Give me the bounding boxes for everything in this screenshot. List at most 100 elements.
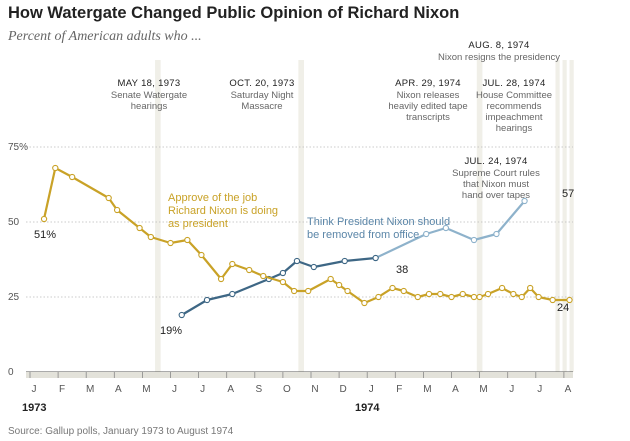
data-point (510, 290, 517, 298)
x-tick-label: A (227, 384, 234, 395)
x-tick-label: J (369, 384, 374, 395)
annotation-text: Nixon releases (397, 90, 460, 101)
data-point (167, 239, 174, 247)
annotation-text: Saturday Night (231, 90, 294, 101)
data-point (184, 236, 191, 244)
data-point (217, 275, 225, 283)
annotation-text: Senate Watergate (111, 90, 187, 101)
data-point (498, 284, 506, 292)
event-band-5 (569, 60, 574, 372)
event-band-3 (555, 60, 560, 372)
remove-line-1974 (375, 200, 526, 259)
data-point (470, 293, 478, 301)
series (40, 164, 573, 319)
annotation-text: that Nixon must (463, 179, 529, 190)
data-point (105, 194, 112, 202)
annotation-date: MAY 18, 1973 (118, 78, 181, 89)
annotation-text: Massacre (241, 101, 282, 112)
data-point (310, 263, 317, 271)
data-point (521, 197, 528, 205)
data-point (279, 278, 287, 286)
annotation-date: JUL. 28, 1974 (482, 78, 545, 89)
event-band-4 (562, 60, 567, 372)
x-tick-label: A (452, 384, 459, 395)
data-point (178, 311, 185, 319)
x-tick-label: J (200, 384, 205, 395)
chart-subtitle: Percent of American adults who ... (7, 29, 202, 44)
annotation-text: hearings (496, 123, 533, 134)
data-point (305, 287, 312, 295)
data-point (229, 260, 236, 268)
x-tick-label: J (32, 384, 37, 395)
y-tick-label: 0 (8, 367, 14, 378)
remove-series-label: be removed from office (307, 229, 419, 241)
x-tick-label: S (255, 384, 262, 395)
annotation-text: Supreme Court rules (452, 168, 540, 179)
annotation-text: transcripts (406, 112, 450, 123)
data-point (147, 233, 154, 241)
x-axis: J F M A M J J A S O N D J F M A M J J A 1973 1974 (22, 372, 573, 414)
x-tick-label: J (172, 384, 177, 395)
data-point (372, 254, 379, 262)
x-tick-label: M (86, 384, 94, 395)
data-point (344, 287, 351, 295)
data-point (425, 290, 433, 298)
x-tick-label: J (509, 384, 514, 395)
annotation-text: heavily edited tape (388, 101, 467, 112)
event-band-2 (476, 60, 483, 372)
data-point (484, 290, 492, 298)
x-tick-label: A (565, 384, 572, 395)
data-point (535, 293, 542, 301)
x-tick-label: F (59, 384, 65, 395)
remove-start-label: 19% (160, 325, 182, 337)
x-tick-label: M (423, 384, 431, 395)
y-tick-label: 25 (8, 292, 20, 303)
data-point (566, 296, 573, 304)
data-point (246, 266, 253, 274)
data-point (293, 257, 301, 265)
x-tick-label: N (311, 384, 318, 395)
data-point (549, 296, 556, 304)
data-point (52, 164, 59, 172)
approve-start-label: 51% (34, 229, 56, 241)
annotation-text: impeachment (485, 112, 542, 123)
event-bands (155, 60, 574, 372)
approve-series-label: as president (168, 218, 228, 230)
data-point (203, 296, 211, 304)
data-point (448, 293, 455, 301)
data-point (279, 269, 287, 277)
annotation-text: hand over tapes (462, 190, 530, 201)
source-note: Source: Gallup polls, January 1973 to Au… (8, 426, 234, 437)
approve-series-label: Richard Nixon is doing (168, 205, 278, 217)
x-tick-label: J (537, 384, 542, 395)
data-point (527, 284, 534, 292)
approve-end-label: 24 (557, 302, 569, 314)
data-point (69, 173, 76, 181)
data-point (493, 230, 500, 238)
x-tick-label: M (142, 384, 150, 395)
x-tick-label: M (479, 384, 487, 395)
data-point (375, 293, 382, 301)
data-point (400, 287, 407, 295)
data-point (459, 290, 466, 298)
data-point (260, 272, 267, 280)
x-tick-label: O (283, 384, 291, 395)
event-band-1 (298, 60, 304, 372)
y-tick-label: 75% (8, 142, 28, 153)
data-point (198, 251, 205, 259)
annotation-text: Nixon resigns the presidency (438, 52, 560, 63)
x-tick-label: A (115, 384, 122, 395)
annotation-date: AUG. 8, 1974 (468, 40, 529, 51)
data-point (442, 224, 450, 232)
x-tick-label: F (396, 384, 402, 395)
data-point (136, 224, 143, 232)
annotation-text: hearings (131, 101, 168, 112)
event-band-0 (155, 60, 161, 372)
data-point (414, 293, 421, 301)
chart-title: How Watergate Changed Public Opinion of … (8, 4, 459, 22)
remove-mid-label: 38 (396, 264, 408, 276)
annotation-text: recommends (487, 101, 542, 112)
data-point (341, 257, 348, 265)
